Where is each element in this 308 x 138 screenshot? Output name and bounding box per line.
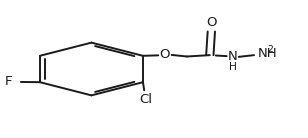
Text: 2: 2: [267, 45, 273, 54]
Text: F: F: [5, 75, 12, 88]
Text: O: O: [160, 48, 170, 61]
Text: O: O: [206, 16, 217, 29]
Text: N: N: [228, 50, 237, 63]
Text: Cl: Cl: [140, 93, 152, 106]
Text: H: H: [229, 62, 237, 72]
Text: NH: NH: [258, 47, 278, 60]
